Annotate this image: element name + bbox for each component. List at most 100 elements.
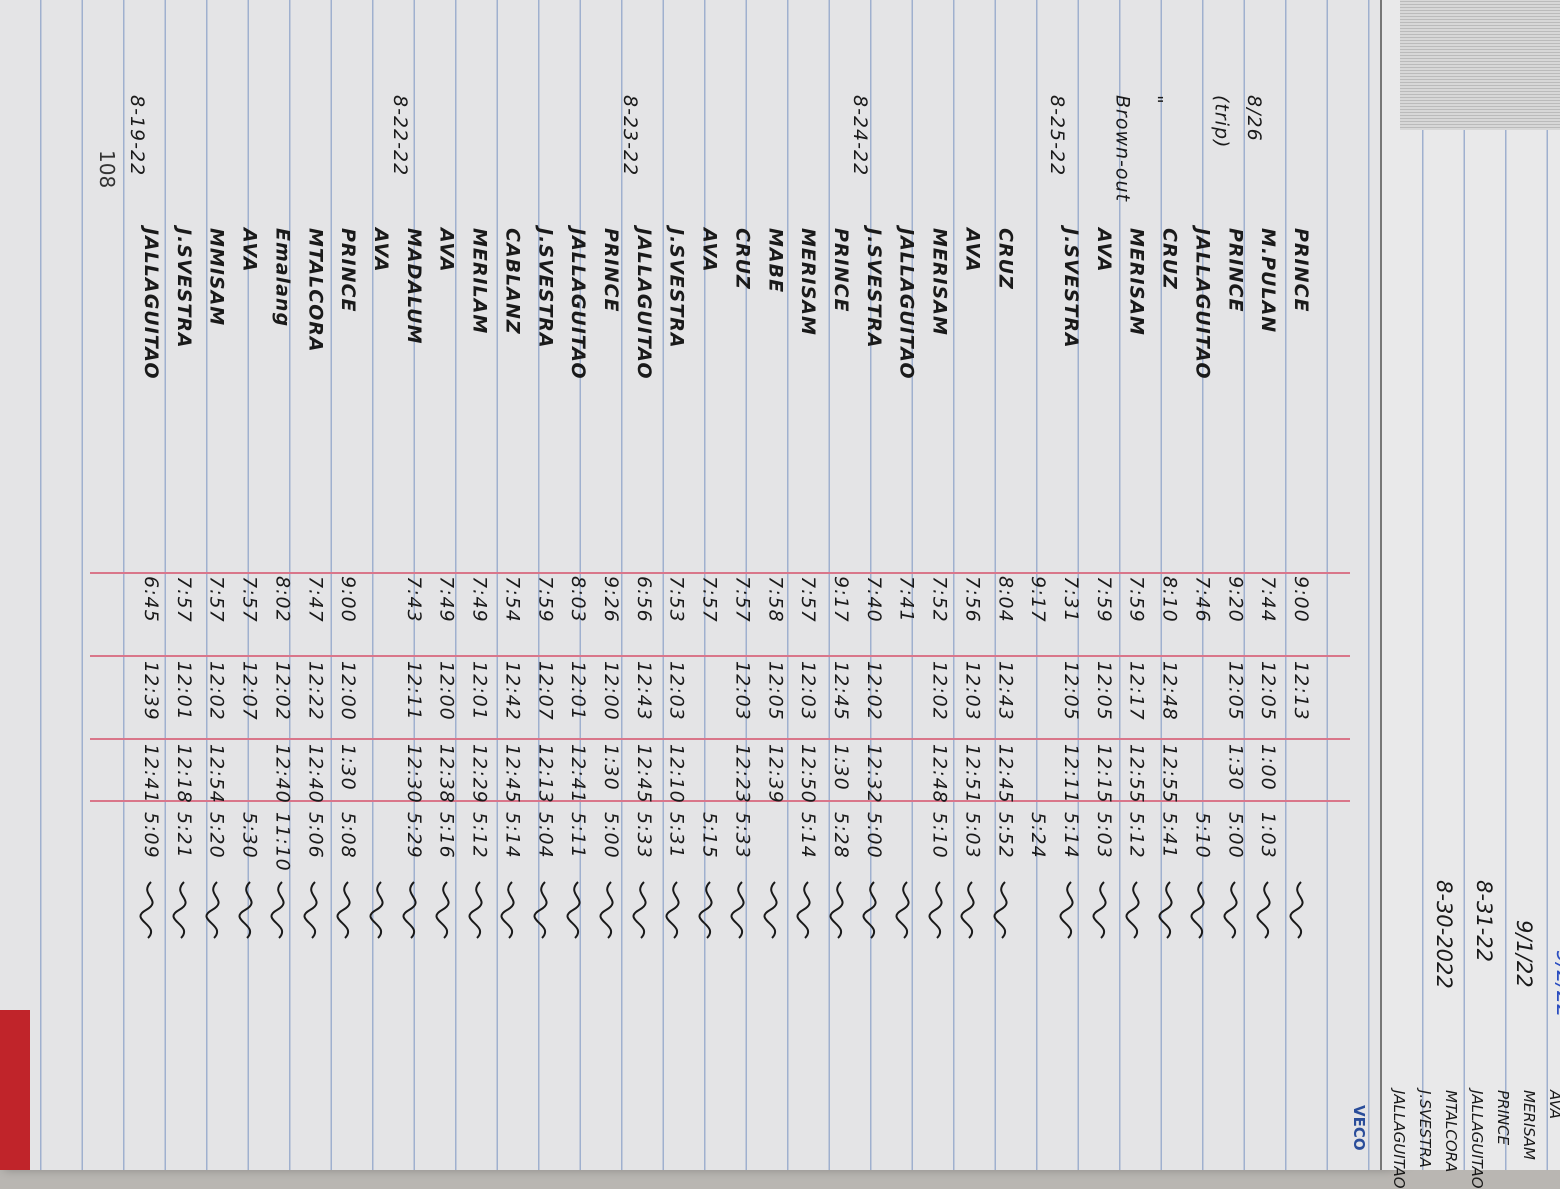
table-edge [0,1010,30,1170]
entry-date: 8-30-2022 [1432,880,1456,989]
time-entry: 7:52 [928,576,951,623]
employee-name: MERILAM [468,228,491,335]
employee-name: JALLAGUITAO [1468,1090,1486,1189]
signature [238,881,252,939]
time-entry: 5:15 [698,812,721,859]
time-entry: 9:17 [830,576,852,623]
time-entry: 12:05 [1257,661,1280,721]
time-entry: 7:41 [895,576,918,623]
time-entry: 12:03 [731,661,754,721]
time-entry: 6:56 [632,576,655,623]
time-entry: 7:57 [205,576,228,623]
time-entry: 5:28 [830,812,852,859]
time-entry: 7:43 [402,576,425,623]
time-entry: 12:55 [1158,744,1181,804]
time-entry: 12:05 [1092,661,1115,721]
time-entry: 5:03 [961,812,984,859]
signature [205,881,220,939]
employee-name: AVA [1092,228,1115,273]
time-entry: 5:04 [534,812,557,859]
entry-date: 8-23-22 [618,95,641,177]
signature [1256,881,1271,939]
time-entry: 7:53 [665,576,688,623]
employee-name: PRINCE [1290,228,1312,313]
time-entry: 1:30 [1224,744,1247,791]
signature [632,881,647,939]
page-number: 108 [95,150,119,189]
time-entry: 12:13 [1290,661,1312,721]
time-entry: 8:04 [994,576,1017,623]
signature [730,881,745,939]
signature [468,881,482,939]
employee-name: J.SVESTRA [1416,1090,1434,1168]
entry-date: 8/26 [1243,95,1266,142]
time-entry: 12:51 [961,744,984,804]
time-entry: 5:21 [172,812,195,859]
employee-name: AVA [435,228,458,273]
entry-date: 8-31-22 [1472,880,1496,962]
time-entry: 12:17 [1125,661,1148,721]
time-entry: 12:41 [567,744,590,804]
employee-name: PRINCE [830,228,852,313]
signature [796,881,811,939]
time-entry: 12:43 [994,661,1017,721]
time-entry: 1:30 [600,744,622,791]
signature [993,881,1008,939]
time-entry: 12:13 [534,744,557,804]
employee-name: PRINCE [1494,1090,1512,1146]
time-entry: 12:07 [534,661,557,721]
employee-name: JALLAGUITAO [1191,228,1214,380]
signature [402,881,417,939]
signature [599,881,614,939]
margin-line [90,572,1350,574]
time-entry: 7:56 [961,576,984,623]
time-entry: 5:24 [1027,812,1050,859]
employee-name: MERISAM [797,228,820,336]
time-entry: 5:20 [205,812,228,859]
time-entry: 7:59 [1092,576,1115,623]
signature [665,881,680,939]
signature [270,881,285,939]
time-entry: 12:55 [1125,744,1148,804]
employee-name: AVA [370,228,392,273]
time-entry: 12:38 [435,744,458,804]
time-entry: 5:12 [468,812,491,859]
employee-name: CABLANZ [501,228,524,335]
entry-date: Brown-out [1111,95,1134,203]
entry-date: 8-25-22 [1046,95,1068,177]
time-entry: 6:45 [140,576,162,623]
employee-name: J.SVESTRA [665,228,688,349]
time-entry: 7:49 [435,576,458,623]
time-entry: 5:29 [402,812,425,859]
time-entry: 12:45 [830,661,852,721]
signature [500,881,515,939]
time-entry: 9:20 [1224,576,1247,623]
time-entry: 12:01 [468,661,491,721]
employee-name: AVA [961,228,984,273]
time-entry: 12:11 [1060,744,1082,804]
employee-name: J.SVESTRA [862,228,885,349]
time-entry: 5:00 [600,812,622,859]
time-entry: 9:00 [337,576,360,623]
time-entry: 9:17 [1027,576,1050,623]
page-stack [1400,0,1560,130]
time-entry: 5:03 [1092,812,1115,859]
time-entry: 12:00 [600,661,622,721]
time-entry: 7:47 [304,576,327,623]
signature [1289,881,1304,939]
time-entry: 12:11 [402,661,425,721]
time-entry: 7:44 [1257,576,1280,623]
time-entry: 7:57 [797,576,820,623]
time-entry: 12:03 [665,661,688,721]
time-entry: 5:09 [140,812,162,859]
time-entry: 8:03 [567,576,590,623]
employee-name: J.SVESTRA [172,228,195,349]
employee-name: CRUZ [1158,228,1181,290]
time-entry: 7:57 [731,576,754,623]
signature [763,881,778,939]
time-entry: 5:14 [1060,812,1082,859]
time-entry: 7:57 [172,576,195,623]
time-entry: 7:59 [1125,576,1148,623]
time-entry: 5:12 [1125,812,1148,859]
employee-name: AVA [1546,1090,1560,1120]
